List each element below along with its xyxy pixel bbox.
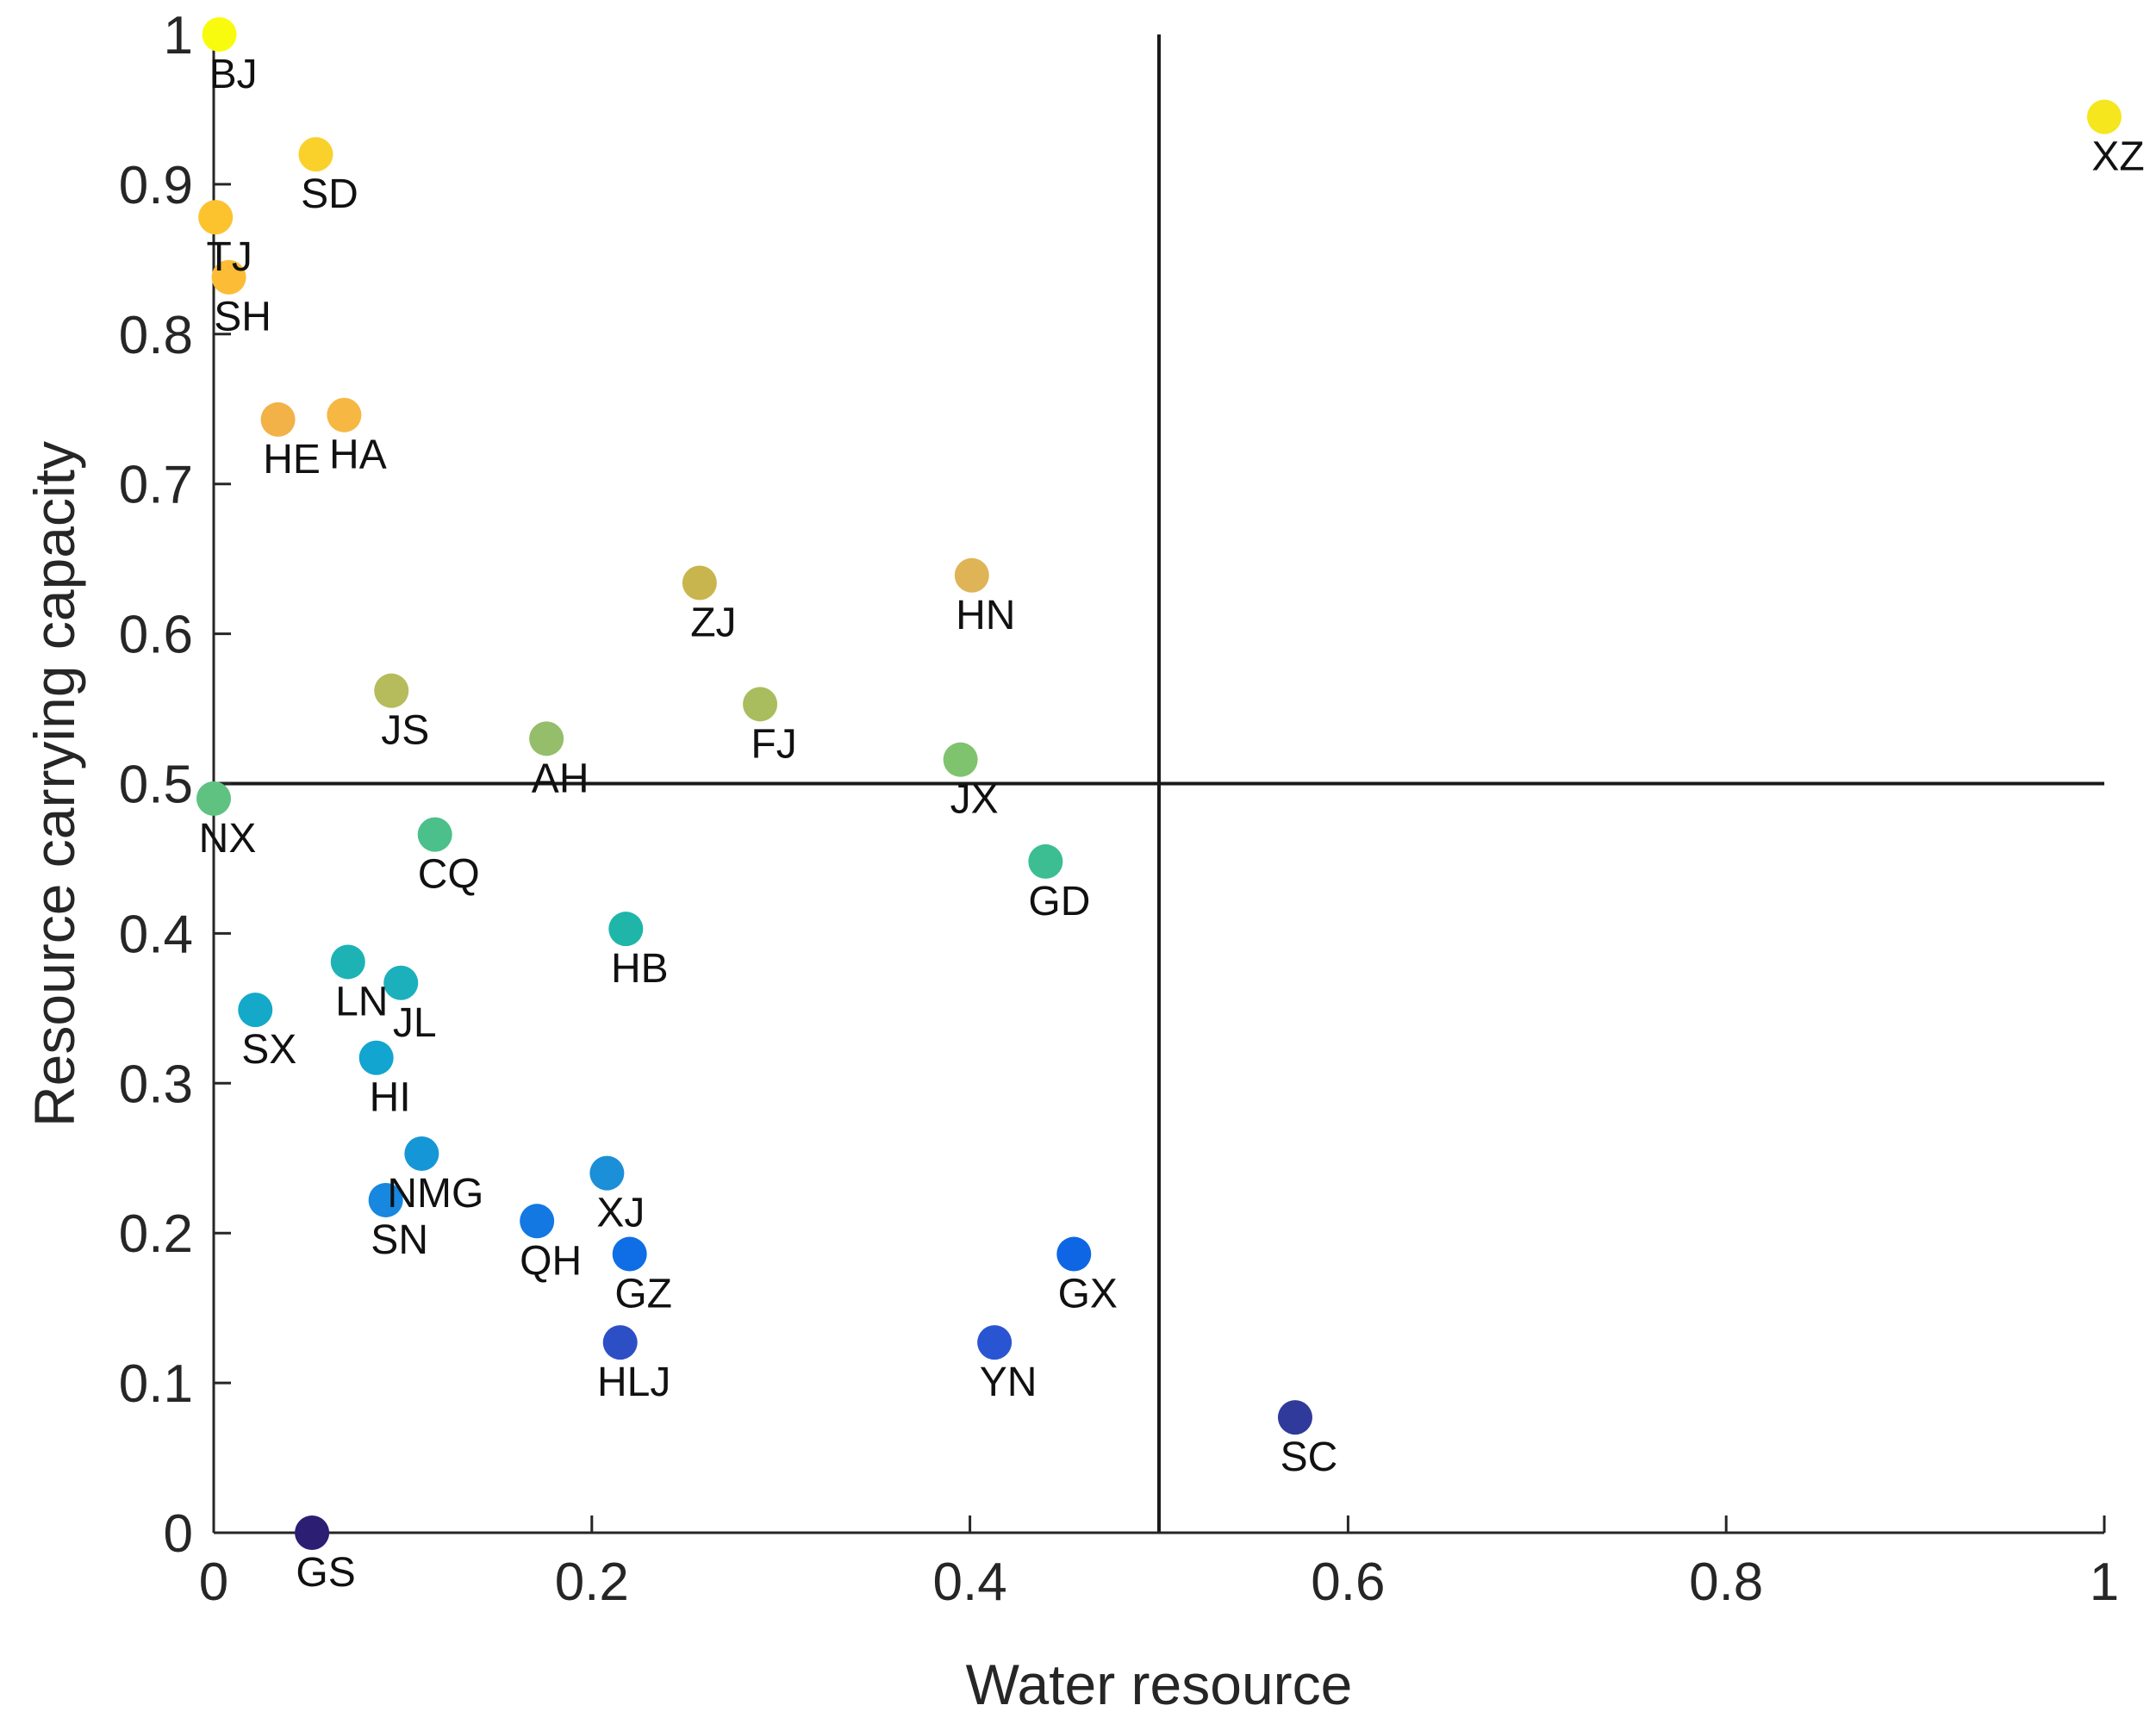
point-labels: BJ XZ SD TJ SH HE HA ZJ HN JS FJ AH JX NX CQ GD HB LN JL SX… — [199, 52, 2145, 1596]
point-label-zj: ZJ — [690, 600, 736, 645]
scatter-point-sn — [368, 1182, 403, 1217]
point-label-cq: CQ — [418, 852, 480, 898]
scatter-point-tj — [198, 200, 234, 235]
point-label-xj: XJ — [596, 1191, 645, 1236]
y-tick-label: 0.2 — [119, 1204, 193, 1264]
point-label-nmg: NMG — [387, 1171, 483, 1217]
scatter-point-hi — [358, 1040, 394, 1075]
y-tick-label: 0 — [164, 1504, 193, 1564]
scatter-point-xj — [589, 1155, 625, 1191]
y-tick-label: 0.4 — [119, 905, 193, 964]
point-label-gz: GZ — [614, 1272, 672, 1317]
x-axis-title: Water resource — [966, 1652, 1353, 1716]
point-label-qh: QH — [520, 1238, 582, 1284]
scatter-point-gs — [295, 1516, 330, 1550]
x-tick-label: 1 — [2090, 1553, 2119, 1612]
scatter-point-he — [260, 401, 296, 437]
scatter-point-nmg — [404, 1136, 439, 1172]
point-label-ln: LN — [335, 979, 388, 1024]
scatter-point-sx — [238, 993, 273, 1028]
y-tick-label: 0.9 — [119, 156, 193, 215]
scatter-point-bj — [202, 17, 237, 52]
scatter-point-jl — [383, 965, 419, 1000]
point-label-js: JS — [381, 708, 429, 754]
y-tick-label: 1 — [164, 6, 193, 65]
data-points — [196, 17, 2122, 1550]
x-tick-label: 0 — [199, 1553, 228, 1612]
scatter-point-zj — [682, 565, 717, 601]
scatter-point-sc — [1277, 1400, 1312, 1435]
y-tick-label: 0.8 — [119, 306, 193, 365]
x-tick-label: 0.6 — [1311, 1553, 1385, 1612]
point-label-xz: XZ — [2091, 134, 2144, 180]
scatter-point-hlj — [602, 1325, 638, 1360]
scatter-point-xz — [2087, 99, 2122, 134]
scatter-point-ha — [327, 397, 362, 433]
y-tick-label: 0.5 — [119, 756, 193, 815]
scatter-point-yn — [977, 1325, 1013, 1360]
point-label-hn: HN — [956, 593, 1015, 638]
point-label-ah: AH — [532, 756, 589, 801]
point-label-hb: HB — [611, 946, 669, 992]
point-label-nx: NX — [199, 816, 257, 862]
y-axis-ticks: 0 0.1 0.2 0.3 0.4 0.5 0.6 0.7 0.8 0.9 1 — [119, 6, 231, 1564]
point-label-fj: FJ — [751, 721, 796, 767]
point-label-yn: YN — [980, 1360, 1037, 1405]
x-tick-label: 0.4 — [932, 1553, 1006, 1612]
scatter-point-gd — [1028, 843, 1063, 879]
point-label-jx: JX — [950, 777, 999, 823]
point-label-hi: HI — [370, 1075, 411, 1121]
scatter-point-hb — [608, 912, 644, 947]
scatter-point-gz — [612, 1236, 647, 1272]
point-label-sc: SC — [1281, 1435, 1338, 1480]
scatter-point-nx — [196, 781, 231, 816]
scatter-point-cq — [417, 817, 452, 852]
point-label-sh: SH — [214, 295, 271, 340]
point-label-gs: GS — [296, 1550, 355, 1596]
scatter-point-ah — [529, 721, 564, 756]
y-tick-label: 0.6 — [119, 606, 193, 665]
scatter-point-sd — [298, 137, 333, 172]
point-label-ha: HA — [329, 433, 387, 478]
y-tick-label: 0.7 — [119, 456, 193, 515]
point-label-jl: JL — [393, 1000, 437, 1046]
scatter-point-ln — [330, 944, 365, 980]
point-label-sx: SX — [241, 1027, 296, 1073]
scatter-point-hn — [954, 557, 989, 593]
point-label-he: HE — [263, 437, 321, 482]
x-tick-label: 0.2 — [555, 1553, 629, 1612]
scatter-point-js — [374, 673, 409, 708]
point-label-sd: SD — [301, 171, 358, 217]
point-label-gx: GX — [1058, 1272, 1118, 1317]
scatter-point-sh — [211, 259, 246, 295]
y-tick-label: 0.1 — [119, 1354, 193, 1414]
x-axis-ticks: 0 0.2 0.4 0.6 0.8 1 — [199, 1516, 2119, 1612]
point-label-bj: BJ — [209, 52, 258, 97]
point-label-gd: GD — [1028, 879, 1090, 924]
y-axis-title: Resource carrying capacity — [22, 441, 86, 1127]
scatter-point-fj — [743, 687, 778, 722]
reference-lines — [214, 34, 2104, 1533]
point-label-tj: TJ — [207, 234, 252, 280]
scatter-point-qh — [520, 1204, 555, 1239]
point-label-hlj: HLJ — [597, 1360, 670, 1405]
scatter-point-gx — [1056, 1236, 1092, 1272]
scatter-point-jx — [943, 742, 978, 777]
point-label-sn: SN — [371, 1217, 428, 1263]
x-tick-label: 0.8 — [1689, 1553, 1763, 1612]
y-tick-label: 0.3 — [119, 1055, 193, 1114]
